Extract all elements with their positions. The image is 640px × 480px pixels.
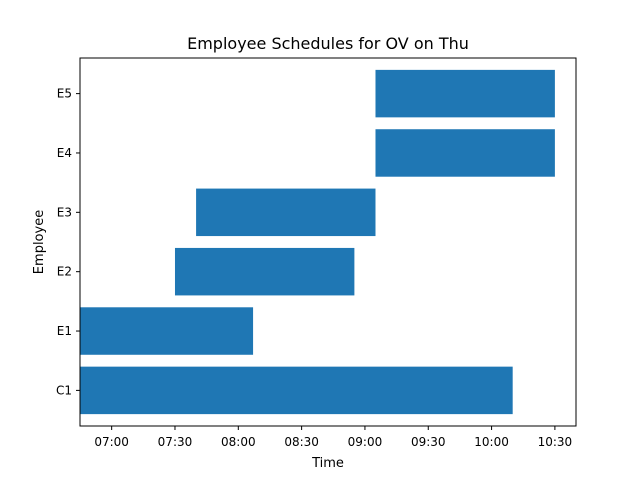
x-tick-label: 10:30 — [538, 435, 573, 449]
x-axis: 07:00 07:30 08:00 08:30 09:00 09:30 10:00 10:30 — [94, 426, 572, 449]
bar-e3 — [196, 188, 376, 237]
y-axis-label: Employee — [32, 210, 47, 274]
bar-e4 — [375, 129, 555, 177]
x-axis-label: Time — [311, 456, 344, 471]
plot-frame — [79, 57, 577, 427]
x-tick-label: 10:00 — [474, 435, 509, 449]
y-tick-label-e3: E3 — [57, 205, 72, 219]
x-tick-label: 07:30 — [158, 435, 193, 449]
y-tick-label-e5: E5 — [57, 87, 72, 101]
bar-e5 — [375, 69, 555, 118]
chart-title: Employee Schedules for OV on Thu — [187, 34, 469, 53]
y-tick-label-e4: E4 — [57, 146, 72, 160]
y-tick-label-e2: E2 — [57, 265, 72, 279]
x-tick-label: 08:00 — [221, 435, 256, 449]
y-tick-label-c1: C1 — [56, 383, 72, 397]
x-tick-label: 08:30 — [284, 435, 319, 449]
y-tick-label-e1: E1 — [57, 324, 72, 338]
x-tick-label: 09:30 — [411, 435, 446, 449]
bar-e1 — [80, 307, 254, 355]
bars-group — [80, 69, 555, 415]
bar-e2 — [174, 247, 355, 296]
x-tick-label: 07:00 — [94, 435, 129, 449]
x-tick-label: 09:00 — [348, 435, 383, 449]
y-axis: C1 E1 E2 E3 E4 E5 — [56, 87, 80, 397]
bar-c1 — [80, 366, 513, 415]
